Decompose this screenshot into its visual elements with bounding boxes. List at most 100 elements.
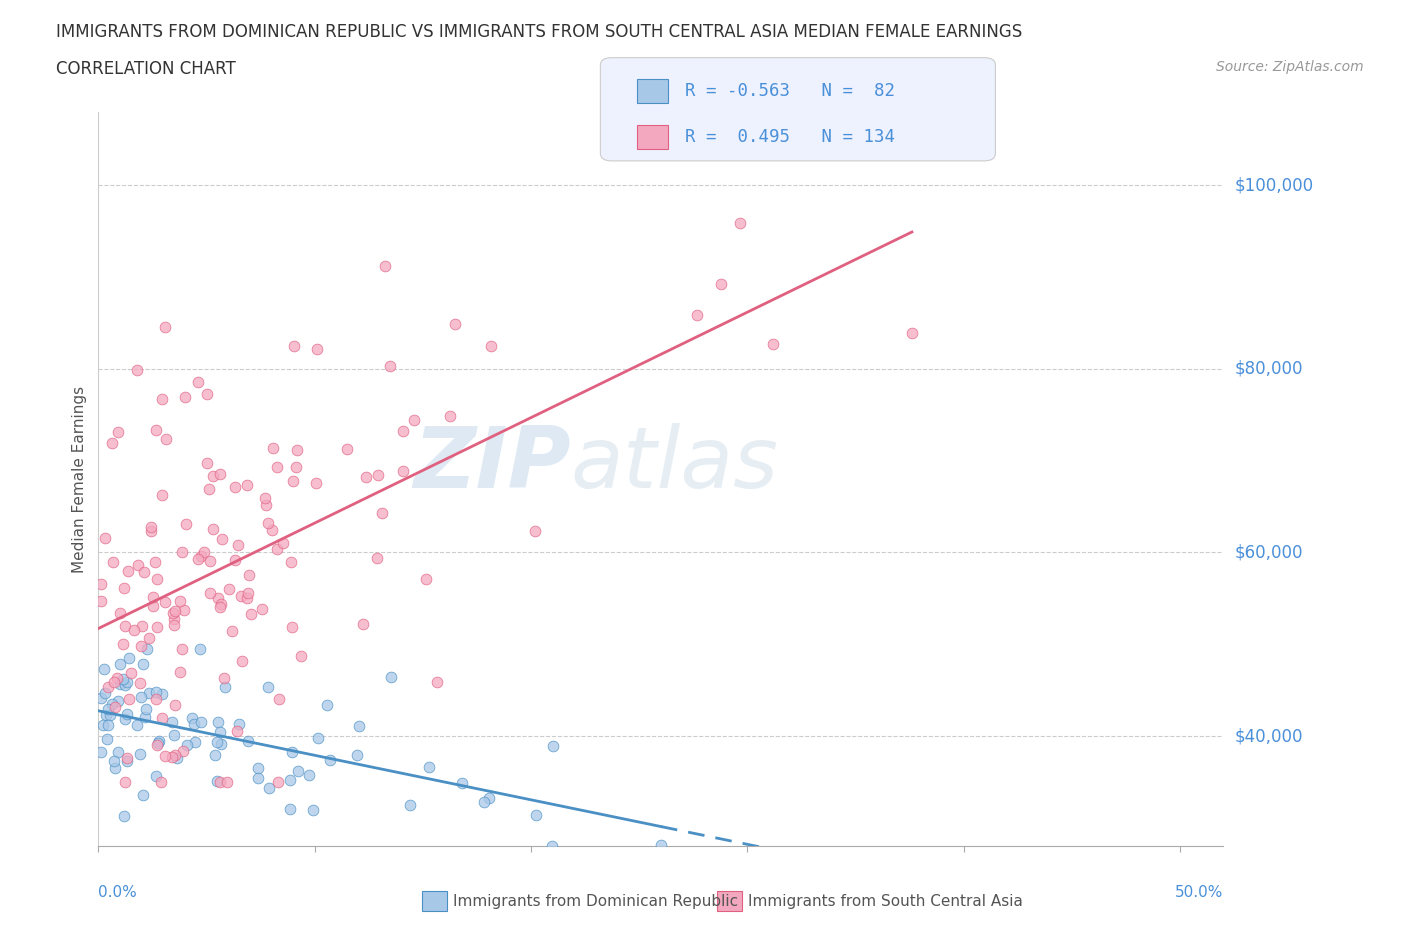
Point <box>319 752 342 767</box>
Point <box>150 488 173 503</box>
Text: Immigrants from South Central Asia: Immigrants from South Central Asia <box>748 894 1024 909</box>
Text: Source: ZipAtlas.com: Source: ZipAtlas.com <box>1216 60 1364 74</box>
Point <box>105 671 128 685</box>
Point <box>110 677 132 692</box>
Point <box>228 538 250 552</box>
Point <box>271 536 294 551</box>
Point <box>127 363 149 378</box>
Point <box>132 657 155 671</box>
Point <box>129 690 152 705</box>
Point <box>266 459 288 474</box>
Point <box>211 532 233 547</box>
Point <box>208 724 231 739</box>
Point <box>173 389 195 404</box>
Point <box>129 639 152 654</box>
Point <box>100 697 122 711</box>
Point <box>472 795 495 810</box>
Point <box>153 749 176 764</box>
Point <box>101 554 124 569</box>
Point <box>281 473 304 488</box>
Point <box>246 771 269 786</box>
Point <box>316 698 339 712</box>
Point <box>188 641 211 656</box>
Point <box>122 622 145 637</box>
Point <box>208 775 231 790</box>
Point <box>231 589 253 604</box>
Point <box>114 775 136 790</box>
Point <box>97 718 120 733</box>
Point <box>134 710 156 724</box>
Point <box>224 480 246 495</box>
Point <box>176 737 198 752</box>
Point <box>93 661 115 676</box>
Point <box>298 768 321 783</box>
Point <box>117 564 139 578</box>
Text: $80,000: $80,000 <box>1234 360 1303 378</box>
Point <box>540 839 562 854</box>
Point <box>165 748 187 763</box>
Point <box>170 642 193 657</box>
Point <box>96 732 118 747</box>
Point <box>399 798 422 813</box>
Text: 0.0%: 0.0% <box>98 885 138 900</box>
Point <box>146 736 169 751</box>
Point <box>287 764 309 778</box>
Point <box>103 753 125 768</box>
Point <box>117 674 139 689</box>
Point <box>353 617 375 631</box>
Point <box>145 692 167 707</box>
Point <box>290 648 312 663</box>
Point <box>107 745 129 760</box>
Point <box>281 744 304 759</box>
Point <box>209 737 232 751</box>
Point <box>90 594 112 609</box>
Point <box>374 259 396 274</box>
Point <box>195 387 218 402</box>
Point <box>155 432 177 446</box>
Point <box>132 565 155 579</box>
Point <box>104 699 127 714</box>
Point <box>103 674 125 689</box>
Text: R =  0.495   N = 134: R = 0.495 N = 134 <box>685 127 894 146</box>
Point <box>209 600 232 615</box>
Point <box>166 751 188 765</box>
Point <box>209 597 232 612</box>
Point <box>236 734 259 749</box>
Point <box>236 585 259 600</box>
Point <box>280 554 302 569</box>
Point <box>110 657 132 671</box>
Point <box>226 724 249 738</box>
Point <box>247 761 270 776</box>
Point <box>146 572 169 587</box>
Text: atlas: atlas <box>571 423 779 506</box>
Point <box>107 424 129 439</box>
Point <box>228 717 250 732</box>
Point <box>650 838 672 853</box>
Point <box>214 680 236 695</box>
Point <box>127 717 149 732</box>
Text: R = -0.563   N =  82: R = -0.563 N = 82 <box>685 82 894 100</box>
Point <box>761 337 783 352</box>
Point <box>142 598 165 613</box>
Point <box>685 307 707 322</box>
Point <box>132 788 155 803</box>
Point <box>217 775 239 790</box>
Point <box>205 773 228 788</box>
Point <box>115 753 138 768</box>
Point <box>380 358 402 373</box>
Point <box>187 551 209 566</box>
Point <box>231 653 253 668</box>
Point <box>112 637 135 652</box>
Point <box>135 642 157 657</box>
Point <box>391 423 413 438</box>
Y-axis label: Median Female Earnings: Median Female Earnings <box>72 385 87 573</box>
Point <box>205 735 228 750</box>
Point <box>207 714 229 729</box>
Point <box>145 620 167 635</box>
Point <box>283 339 305 353</box>
Point <box>197 456 219 471</box>
Point <box>209 466 232 481</box>
Point <box>260 523 283 538</box>
Point <box>236 591 259 605</box>
Text: 50.0%: 50.0% <box>1175 885 1223 900</box>
